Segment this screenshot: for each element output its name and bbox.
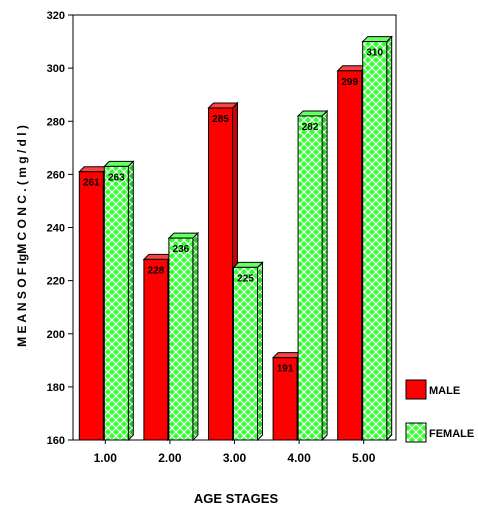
bar-front — [78, 171, 104, 441]
bar-front — [337, 70, 363, 441]
bar-front — [208, 107, 233, 441]
y-tick-label: 260 — [47, 169, 65, 181]
x-tick-label: 2.00 — [158, 451, 182, 465]
data-label: 191 — [277, 364, 294, 375]
bar-top — [103, 160, 135, 167]
data-label: 282 — [302, 122, 319, 133]
bar-female-2.00 — [167, 231, 200, 442]
data-label: 225 — [237, 273, 254, 284]
y-tick-label: 280 — [47, 116, 65, 128]
legend-label-female: FEMALE — [429, 428, 474, 440]
y-axis: 160 180 200 220 240 260 280 300 320 — [47, 10, 73, 447]
y-tick-label: 220 — [47, 276, 65, 288]
legend-swatch-male — [405, 379, 427, 400]
y-tick-label: 160 — [47, 435, 65, 447]
data-label: 236 — [173, 244, 190, 255]
bar-front — [233, 266, 258, 441]
y-tick-label: 200 — [47, 329, 65, 341]
y-tick-label: 300 — [47, 63, 65, 75]
x-axis-title: AGE STAGES — [194, 491, 279, 506]
data-label: 261 — [83, 178, 100, 189]
x-axis: 1.00 2.00 3.00 4.00 5.00 — [94, 440, 376, 465]
bar-side — [321, 109, 328, 442]
data-label: 228 — [148, 265, 165, 276]
y-tick-label: 180 — [47, 382, 65, 394]
bar-top — [232, 261, 264, 268]
data-label: 263 — [108, 172, 125, 183]
bar-top — [167, 232, 200, 239]
bar-side — [257, 261, 263, 442]
bar-front — [103, 165, 129, 441]
bar-female-4.00 — [296, 109, 329, 442]
data-label: 285 — [212, 114, 229, 125]
bar-top — [296, 110, 329, 117]
bar-female-3.00 — [232, 261, 264, 442]
bar-female-1.00 — [103, 160, 135, 442]
legend-label-male: MALE — [429, 385, 460, 397]
bar-side — [386, 35, 393, 442]
y-tick-label: 320 — [47, 10, 65, 22]
bar-side — [192, 231, 199, 442]
bar-top — [361, 36, 393, 43]
bar-front — [297, 115, 323, 441]
data-label: 310 — [366, 48, 383, 59]
bar-top — [207, 102, 239, 109]
bar-front — [272, 357, 298, 441]
bar-female-5.00 — [361, 35, 393, 442]
bars — [78, 35, 393, 442]
legend-swatch-female — [405, 422, 427, 443]
bar-side — [127, 160, 134, 442]
x-tick-label: 5.00 — [352, 451, 376, 465]
y-tick-label: 240 — [47, 223, 65, 235]
x-tick-label: 4.00 — [287, 451, 311, 465]
legend: MALE FEMALE — [405, 379, 474, 443]
bar-front — [168, 237, 194, 441]
y-axis-title: M E A N S O F IgM C O N C . ( m g / d l … — [15, 125, 29, 347]
x-tick-label: 1.00 — [94, 451, 118, 465]
bar-front — [143, 258, 169, 441]
x-tick-label: 3.00 — [223, 451, 247, 465]
bar-front — [362, 41, 388, 441]
value-labels: 261 263 228 236 285 225 191 282 299 310 — [83, 48, 384, 375]
data-label: 299 — [341, 77, 358, 88]
